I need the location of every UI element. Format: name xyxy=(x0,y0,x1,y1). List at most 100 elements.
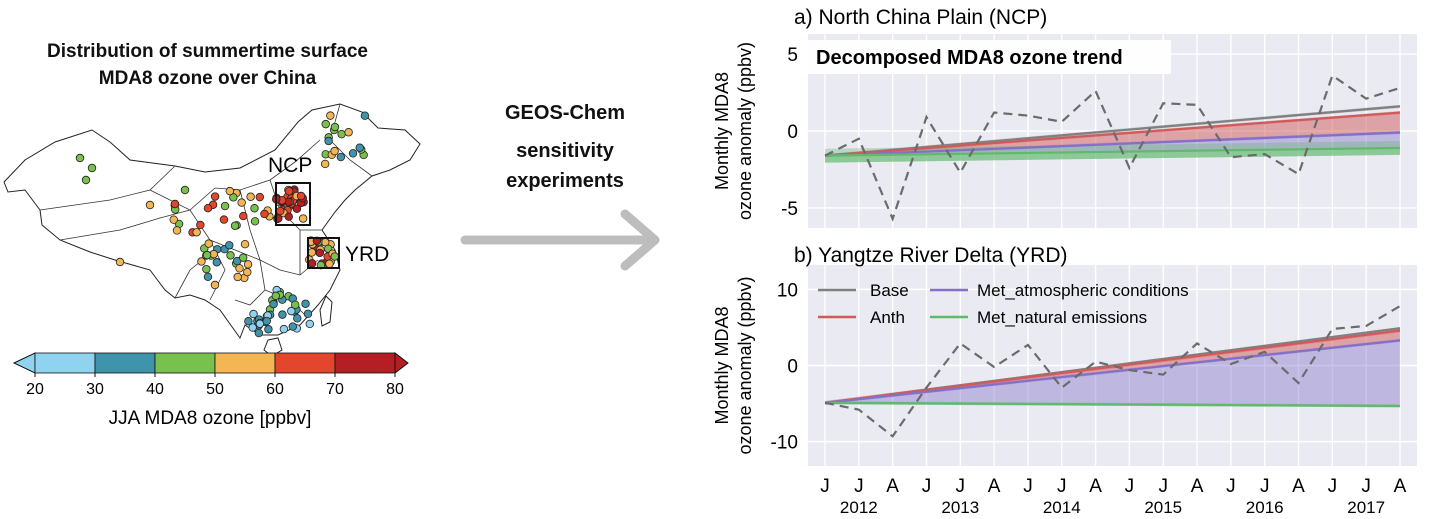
site-dot xyxy=(170,199,180,209)
site-dot xyxy=(324,136,333,146)
site-dot xyxy=(284,187,294,196)
x-tick-year: 2013 xyxy=(941,498,979,517)
legend-label: Anth xyxy=(870,308,905,327)
china-ozone-map: NCP YRD 20 30 40 50 60 70 80 JJA MDA8 ozone [p… xyxy=(3,103,421,429)
trend-line-met-atmospheric-conditions xyxy=(824,339,1401,404)
panel-title: a) North China Plain (NCP) xyxy=(794,6,1047,29)
yrd-label: YRD xyxy=(345,243,389,266)
site-dot xyxy=(279,324,289,334)
y-axis-label-line2: ozone anomaly (ppbv) xyxy=(735,276,755,454)
site-dot xyxy=(219,215,229,224)
ncp-label: NCP xyxy=(268,154,312,177)
x-tick-month: J xyxy=(1125,476,1135,497)
site-dot xyxy=(169,215,178,224)
site-dot xyxy=(203,272,213,282)
site-dot xyxy=(301,299,310,308)
site-dot xyxy=(115,257,125,267)
x-tick-year: 2015 xyxy=(1144,498,1182,517)
site-dot xyxy=(197,257,206,266)
site-dot xyxy=(212,258,221,267)
site-dot xyxy=(291,300,300,310)
china-outline xyxy=(3,103,421,357)
x-tick-month: A xyxy=(1394,476,1407,497)
trend-line-met-natural-emissions xyxy=(824,146,1401,157)
y-tick-label: -5 xyxy=(781,199,798,220)
y-tick-label: 0 xyxy=(787,122,798,143)
x-tick-month: J xyxy=(922,476,932,497)
y-tick-label: -10 xyxy=(771,433,798,454)
site-dot xyxy=(287,306,296,316)
x-tick-month: J xyxy=(1158,476,1168,497)
site-dot xyxy=(220,201,230,211)
site-dot xyxy=(264,325,273,334)
map-title: Distribution of summertime surface MDA8 … xyxy=(0,38,415,92)
x-tick-month: J xyxy=(1226,476,1236,497)
site-dot xyxy=(288,322,298,331)
inner-title: Decomposed MDA8 ozone trend xyxy=(816,47,1123,69)
trend-line-anth xyxy=(824,329,1401,404)
site-dot xyxy=(269,299,278,309)
legend-label: Base xyxy=(870,281,909,300)
site-dot xyxy=(248,323,257,332)
site-dot xyxy=(225,241,234,250)
shared-x-axis: J J A J J A J J A J J A J J A J J A 2012 2013 2014 2015 2016 20… xyxy=(820,476,1406,517)
site-dot xyxy=(293,314,302,323)
colorbar-label: JJA MDA8 ozone [ppbv] xyxy=(109,408,312,429)
site-dot xyxy=(321,119,330,129)
site-dot xyxy=(260,209,269,219)
site-dot xyxy=(196,220,205,230)
colorbar-ticks: 20 30 40 50 60 70 80 xyxy=(26,373,404,398)
site-dot xyxy=(305,319,314,329)
x-tick-month: A xyxy=(1089,476,1102,497)
x-tick-month: J xyxy=(1260,476,1270,497)
x-tick-month: J xyxy=(1023,476,1033,497)
yrd-box xyxy=(307,237,340,269)
site-dot xyxy=(203,204,213,213)
site-dot xyxy=(210,192,220,201)
x-tick-year: 2014 xyxy=(1043,498,1081,517)
x-tick-month: J xyxy=(1057,476,1067,497)
site-dot xyxy=(278,310,287,319)
site-dot xyxy=(254,328,264,338)
site-dot xyxy=(344,128,353,137)
site-dot xyxy=(246,192,255,201)
site-dot xyxy=(87,163,97,173)
observed-anomaly-line xyxy=(824,73,1401,222)
site-dot xyxy=(225,186,235,196)
site-dot xyxy=(230,221,240,230)
colorbar-tick-label: 30 xyxy=(86,381,104,398)
site-dot xyxy=(237,198,246,207)
x-tick-month: J xyxy=(820,476,830,497)
x-tick-month: A xyxy=(1191,476,1204,497)
site-dot xyxy=(250,204,259,213)
method-line2: sensitivity xyxy=(516,140,614,162)
x-tick-year: 2016 xyxy=(1246,498,1284,517)
site-dot xyxy=(348,149,358,158)
site-dot xyxy=(303,309,313,319)
site-dot xyxy=(204,239,213,248)
panel-a-ncp: 5 0 -5 a) North China Plain (NCP) Monthly MD… xyxy=(712,6,1417,228)
colorbar xyxy=(12,351,409,375)
colorbar-tick-label: 80 xyxy=(386,381,404,398)
colorbar-tick-label: 70 xyxy=(326,381,344,398)
site-dot xyxy=(239,211,248,221)
site-dot xyxy=(330,122,340,132)
site-dot xyxy=(255,192,265,202)
trend-line-anth xyxy=(824,111,1401,157)
colorbar-tick-label: 20 xyxy=(26,381,44,398)
x-tick-month: J xyxy=(1328,476,1338,497)
method-line1: GEOS-Chem xyxy=(504,102,626,124)
site-dot xyxy=(243,260,253,269)
site-dot xyxy=(296,191,306,201)
y-axis-label-line2: ozone anomaly (ppbv) xyxy=(735,42,755,220)
y-axis-label-line1: Monthly MDA8 xyxy=(712,72,732,190)
colorbar-tick-label: 50 xyxy=(206,381,224,398)
colorbar-max-extend xyxy=(394,351,409,375)
observed-anomaly-line xyxy=(824,305,1401,438)
site-dot xyxy=(298,214,308,223)
site-dot xyxy=(360,111,370,120)
site-dot xyxy=(244,317,253,326)
site-dot xyxy=(355,143,364,152)
site-dot xyxy=(233,272,242,282)
